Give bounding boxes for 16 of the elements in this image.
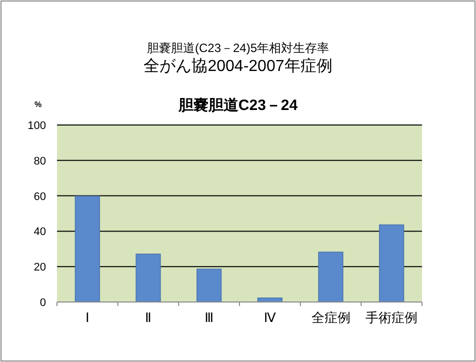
ytick: 80 [34, 155, 46, 168]
xtick: Ⅳ [264, 310, 276, 325]
ytick: 100 [28, 120, 46, 132]
ylabel: % [34, 100, 42, 109]
annotation: 胆嚢胆道C23－24 [178, 97, 298, 114]
subtitle: 全がん協2004-2007年症例 [144, 58, 332, 75]
ytick: 40 [34, 226, 46, 238]
xtick: Ⅱ [145, 310, 152, 325]
ytick: 20 [34, 262, 46, 274]
title: 胆嚢胆道(C23－24)5年相対生存率 [146, 41, 330, 55]
xtick: Ⅰ [86, 310, 90, 325]
ytick: 0 [40, 297, 46, 309]
xtick: Ⅲ [204, 310, 214, 325]
ytick: 60 [34, 190, 46, 203]
xtick: 全症例 [311, 310, 350, 325]
xtick: 手術症例 [366, 310, 418, 325]
